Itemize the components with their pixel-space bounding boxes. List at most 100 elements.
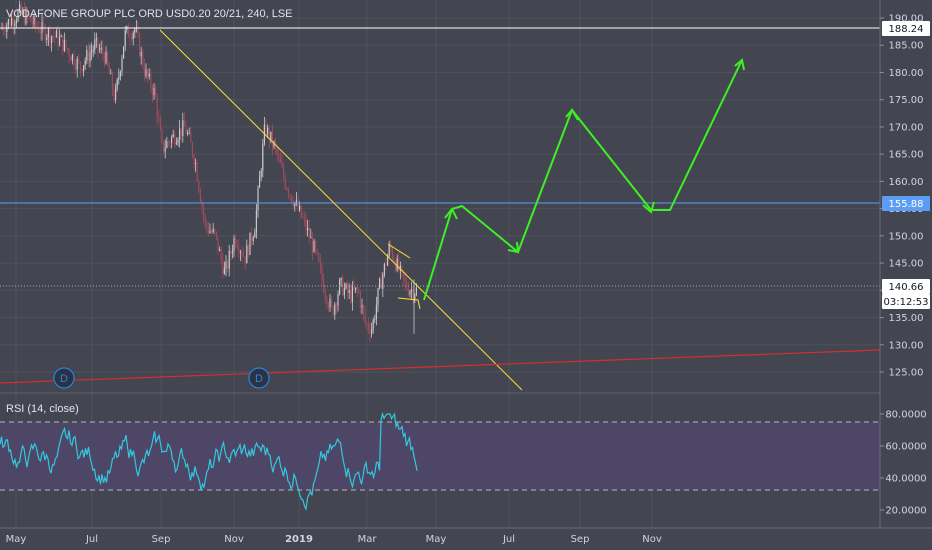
candle-body <box>369 329 371 334</box>
candle-body <box>51 36 53 43</box>
candle-body <box>134 29 136 33</box>
candle-body <box>182 120 184 136</box>
candle-body <box>294 202 296 207</box>
candle-body <box>230 250 232 254</box>
candle-body <box>247 245 249 255</box>
candle-body <box>268 127 270 141</box>
candle-body <box>111 73 113 91</box>
candle-body <box>297 200 299 210</box>
candle-body <box>4 30 6 32</box>
candle-body <box>9 19 11 26</box>
candle-body <box>267 127 269 135</box>
candle-body <box>383 263 385 275</box>
candle-body <box>44 26 46 41</box>
candle-body <box>193 155 195 165</box>
candle-body <box>305 218 307 231</box>
candle-body <box>308 227 310 239</box>
time-axis-label: May <box>6 534 27 545</box>
candle-body <box>65 40 67 49</box>
candle-body <box>207 227 209 233</box>
candle-body <box>79 61 81 69</box>
candle-body <box>140 52 142 57</box>
candle-body <box>307 227 309 231</box>
price-axis[interactable] <box>880 0 932 528</box>
candle-body <box>206 222 208 228</box>
dividend-marker[interactable]: D <box>248 367 270 389</box>
candle-body <box>411 289 413 292</box>
candle-body <box>19 4 21 12</box>
candle-body <box>327 304 329 308</box>
time-axis[interactable] <box>0 528 932 550</box>
candle-body <box>374 318 376 320</box>
candle-body <box>187 133 189 134</box>
candle-body <box>115 88 117 100</box>
candle-body <box>345 284 347 289</box>
candle-body <box>86 50 88 61</box>
candle-body <box>252 237 254 241</box>
candle-body <box>155 87 157 97</box>
candle-body <box>385 263 387 266</box>
countdown-badge <box>882 294 930 309</box>
candle-body <box>107 51 109 65</box>
candle-body <box>255 210 257 233</box>
candle-body <box>326 297 328 305</box>
candle-body <box>219 249 221 252</box>
candle-body <box>118 76 120 80</box>
rsi-axis-ticks: 80.0000 60.0000 40.0000 20.0000 <box>880 410 927 517</box>
time-axis-label: Sep <box>152 534 171 545</box>
candle-body <box>283 166 285 178</box>
candle-body <box>33 16 35 25</box>
projection-arrow-icon <box>734 58 745 71</box>
countdown-label: 03:12:53 <box>884 297 929 308</box>
down-trendline[interactable] <box>159 29 523 391</box>
candle-body <box>243 255 245 257</box>
candle-body <box>257 187 259 211</box>
candle-body <box>340 277 342 280</box>
candle-body <box>110 73 112 75</box>
dividend-label: D <box>60 373 68 385</box>
candle-body <box>153 87 155 96</box>
price-tick-label: 165.00 <box>889 150 924 161</box>
candle-body <box>398 258 400 271</box>
rsi-tick-label: 80.0000 <box>885 410 926 421</box>
candle-body <box>355 287 357 290</box>
time-axis-label: Jul <box>502 534 515 545</box>
candle-body <box>195 162 197 165</box>
candle-body <box>259 176 261 188</box>
candle-body <box>295 200 297 203</box>
candle-body <box>63 40 65 51</box>
projection-arrow-icon <box>444 207 458 220</box>
candle-body <box>31 22 33 25</box>
candle-body <box>324 292 326 298</box>
candle-body <box>129 37 131 39</box>
candle-body <box>159 119 161 130</box>
channel-upper-line[interactable] <box>387 243 411 259</box>
candle-body <box>276 147 278 155</box>
candle-body <box>212 229 214 233</box>
candle-body <box>108 64 110 74</box>
dividend-icon <box>53 367 75 389</box>
candle-body <box>185 126 187 134</box>
candle-body <box>347 284 349 293</box>
candle-body <box>60 35 62 37</box>
channel-lower-line[interactable] <box>397 297 421 310</box>
candle-body <box>171 137 173 144</box>
rsi-title[interactable]: RSI (14, close) <box>6 403 79 415</box>
projection-path[interactable] <box>423 59 743 301</box>
support-line[interactable] <box>0 349 881 384</box>
candle-body <box>321 266 323 280</box>
candle-body <box>302 216 304 218</box>
candle-body <box>83 65 85 72</box>
candle-body <box>311 237 313 253</box>
candle-body <box>89 52 91 62</box>
symbol-title[interactable]: VODAFONE GROUP PLC ORD USD0.20 20/21, 24… <box>6 8 293 20</box>
candle-body <box>409 291 411 295</box>
high-price-label: 188.24 <box>889 24 924 35</box>
candle-body <box>251 232 253 241</box>
candle-body <box>372 319 374 330</box>
candle-body <box>273 141 275 147</box>
dividend-marker[interactable]: D <box>53 367 75 389</box>
candle-body <box>412 289 414 299</box>
candle-body <box>329 298 331 308</box>
